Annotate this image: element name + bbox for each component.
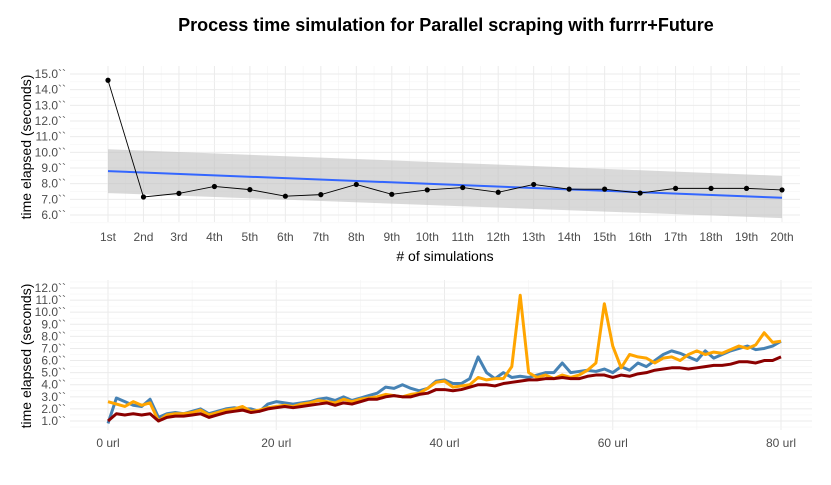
x-tick-label: 16th	[628, 230, 651, 244]
x-tick-label: 14th	[557, 230, 580, 244]
y-tick-label: 11.0``	[36, 293, 66, 307]
x-tick-label: 8th	[348, 230, 365, 244]
x-tick-label: 6th	[277, 230, 294, 244]
simulation-y-axis-title: time elapsed (seconds)	[18, 75, 34, 220]
y-tick-label: 7.0``	[41, 192, 66, 206]
url-panel: 1.0``2.0``3.0``4.0``5.0``6.0``7.0``8.0``…	[18, 280, 812, 450]
y-tick-label: 7.0``	[41, 341, 66, 355]
data-point	[566, 186, 572, 192]
y-tick-label: 13.0``	[35, 98, 66, 112]
trend-line	[107, 170, 783, 199]
x-tick-label: 11th	[452, 230, 474, 244]
data-point	[140, 194, 147, 200]
trend-line-path	[107, 170, 783, 199]
y-tick-label: 10.0``	[35, 305, 66, 319]
series-line-2	[107, 293, 782, 423]
chart-title: Process time simulation for Parallel scr…	[178, 15, 714, 35]
x-tick-label: 10th	[416, 230, 439, 244]
data-point	[318, 192, 324, 198]
y-tick-label: 6.0``	[41, 354, 66, 368]
y-tick-label: 4.0``	[41, 378, 66, 392]
y-tick-label: 3.0``	[41, 390, 66, 404]
data-point	[424, 187, 430, 193]
x-tick-label: 13th	[522, 230, 545, 244]
series-line	[107, 80, 783, 198]
data-point	[105, 77, 111, 83]
x-tick-label: 40 url	[429, 436, 459, 450]
simulation-series	[105, 77, 785, 200]
url-y-ticks: 1.0``2.0``3.0``4.0``5.0``6.0``7.0``8.0``…	[35, 281, 66, 428]
simulation-panel: 6.0`` 7.0``8.0`` 9.0`` 10.0``11.0`` 12.0`` 13…	[18, 66, 800, 264]
data-point	[247, 187, 253, 193]
y-tick-label: 6.0``	[41, 208, 66, 222]
url-y-axis-title: time elapsed (seconds)	[18, 284, 34, 429]
url-series	[106, 293, 782, 424]
x-tick-label: 17th	[664, 230, 687, 244]
x-tick-label: 18th	[699, 230, 722, 244]
data-point	[495, 189, 501, 195]
y-tick-label: 14.0``	[35, 83, 66, 97]
series-line-3	[107, 355, 782, 423]
y-tick-label: 8.0``	[41, 177, 66, 191]
x-tick-label: 12th	[487, 230, 510, 244]
data-point	[602, 186, 608, 192]
x-tick-label: 9th	[383, 230, 400, 244]
simulation-x-axis-title: # of simulations	[396, 248, 493, 264]
data-point	[779, 187, 785, 193]
x-tick-label: 7th	[312, 230, 329, 244]
data-point	[389, 191, 395, 197]
y-tick-label: 8.0``	[41, 329, 66, 343]
x-tick-label: 15th	[593, 230, 616, 244]
url-x-ticks: 0 url 20 url 40 url 60 url 80 url	[96, 436, 796, 450]
y-tick-label: 5.0``	[41, 366, 66, 380]
data-point	[531, 181, 537, 188]
x-tick-label: 19th	[735, 230, 758, 244]
y-tick-label: 12.0``	[35, 114, 66, 128]
y-tick-label: 15.0``	[35, 67, 66, 81]
x-tick-label: 1st	[100, 230, 117, 244]
y-tick-label: 2.0``	[41, 402, 66, 416]
data-point	[353, 181, 359, 188]
data-point	[743, 185, 750, 191]
y-tick-label: 10.0``	[35, 145, 66, 159]
x-tick-label: 3rd	[170, 230, 187, 244]
data-point	[211, 183, 218, 190]
x-tick-label: 20 url	[261, 436, 291, 450]
y-tick-label: 12.0``	[35, 281, 66, 295]
data-point	[176, 190, 182, 196]
data-point	[637, 190, 643, 196]
x-tick-label: 2nd	[133, 230, 153, 244]
x-tick-label: 20th	[770, 230, 793, 244]
x-tick-label: 80 url	[766, 436, 796, 450]
y-tick-label: 1.0``	[41, 414, 66, 428]
simulation-y-ticks: 6.0`` 7.0``8.0`` 9.0`` 10.0``11.0`` 12.0`` 13…	[35, 67, 66, 222]
y-tick-label: 11.0``	[36, 130, 66, 144]
data-point	[282, 193, 288, 199]
x-tick-label: 0 url	[96, 436, 119, 450]
x-tick-label: 4th	[206, 230, 223, 244]
data-point	[708, 185, 714, 191]
data-point	[460, 184, 466, 191]
y-tick-label: 9.0``	[41, 317, 66, 331]
simulation-x-ticks: 1st 2nd 3rd 4th 5th 6th 7th 8th 9th 10th 11th 12th 1…	[100, 230, 794, 244]
data-point	[672, 185, 679, 191]
x-tick-label: 60 url	[598, 436, 628, 450]
url-grid	[70, 280, 812, 430]
x-tick-label: 5th	[242, 230, 259, 244]
y-tick-label: 9.0``	[41, 161, 66, 175]
